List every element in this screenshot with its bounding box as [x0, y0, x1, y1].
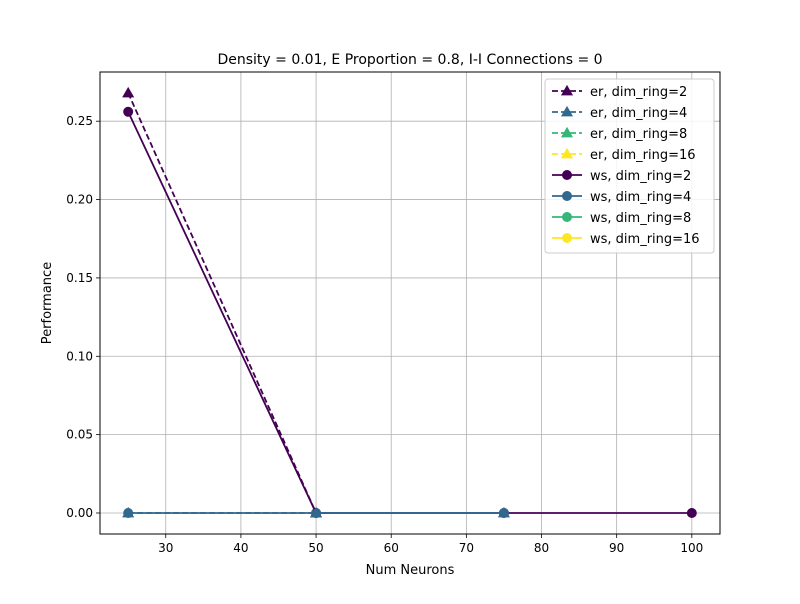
legend-entry: ws, dim_ring=4 — [552, 190, 691, 205]
x-tick-label: 30 — [158, 541, 173, 555]
plot-series — [122, 86, 697, 518]
legend: er, dim_ring=2 er, dim_ring=4 er, dim_ring… — [544, 78, 715, 254]
legend-marker — [560, 84, 574, 96]
legend-label: ws, dim_ring=8 — [590, 211, 691, 226]
legend-entry: ws, dim_ring=8 — [552, 211, 691, 226]
legend-label: ws, dim_ring=4 — [590, 190, 691, 205]
x-tick-label: 90 — [609, 541, 624, 555]
series-line — [127, 92, 317, 514]
axis-ticks: 30 40 50 60 70 80 90 100 0.00 0.05 0.10 0.15 0.20 0.2… — [66, 114, 703, 555]
legend-marker — [562, 191, 572, 201]
legend-label: ws, dim_ring=2 — [590, 169, 691, 184]
y-tick-label: 0.25 — [66, 114, 93, 128]
y-tick-label: 0.20 — [66, 193, 93, 207]
legend-entry: er, dim_ring=4 — [552, 105, 687, 121]
legend-entry: er, dim_ring=2 — [552, 84, 687, 100]
y-tick-label: 0.05 — [66, 428, 93, 442]
y-tick-label: 0.15 — [66, 271, 93, 285]
legend-marker — [562, 233, 572, 243]
legend-marker — [562, 212, 572, 222]
y-axis-label: Performance — [40, 262, 55, 344]
legend-label: er, dim_ring=2 — [590, 85, 687, 100]
data-point — [310, 506, 323, 518]
y-tick-label: 0.00 — [66, 506, 93, 520]
legend-entry: ws, dim_ring=2 — [552, 169, 691, 184]
legend-box — [544, 78, 715, 254]
data-point — [497, 506, 510, 518]
x-axis-label: Num Neurons — [366, 563, 455, 578]
legend-label: er, dim_ring=4 — [590, 106, 687, 121]
chart-title: Density = 0.01, E Proportion = 0.8, I-I … — [217, 52, 602, 68]
data-point — [122, 86, 135, 98]
data-point — [686, 508, 697, 518]
legend-entry: er, dim_ring=8 — [552, 126, 687, 142]
legend-label: er, dim_ring=16 — [590, 148, 696, 163]
series-er-dim-ring-2 — [122, 86, 323, 518]
legend-entry: ws, dim_ring=16 — [552, 232, 700, 247]
plot-frame — [99, 71, 721, 535]
y-tick-label: 0.10 — [66, 349, 93, 363]
x-tick-label: 70 — [459, 541, 474, 555]
legend-marker — [562, 170, 572, 180]
legend-marker — [560, 147, 574, 159]
x-tick-label: 100 — [680, 541, 703, 555]
legend-marker — [560, 126, 574, 138]
legend-entry: er, dim_ring=16 — [552, 147, 696, 163]
x-tick-label: 40 — [233, 541, 248, 555]
x-tick-label: 80 — [534, 541, 549, 555]
data-point — [123, 106, 134, 117]
series-er-dim-ring-4 — [122, 506, 510, 518]
data-point — [122, 506, 135, 518]
x-tick-label: 50 — [308, 541, 323, 555]
legend-label: er, dim_ring=8 — [590, 127, 687, 142]
legend-marker — [560, 105, 574, 117]
x-tick-label: 60 — [384, 541, 399, 555]
legend-label: ws, dim_ring=16 — [590, 232, 700, 247]
